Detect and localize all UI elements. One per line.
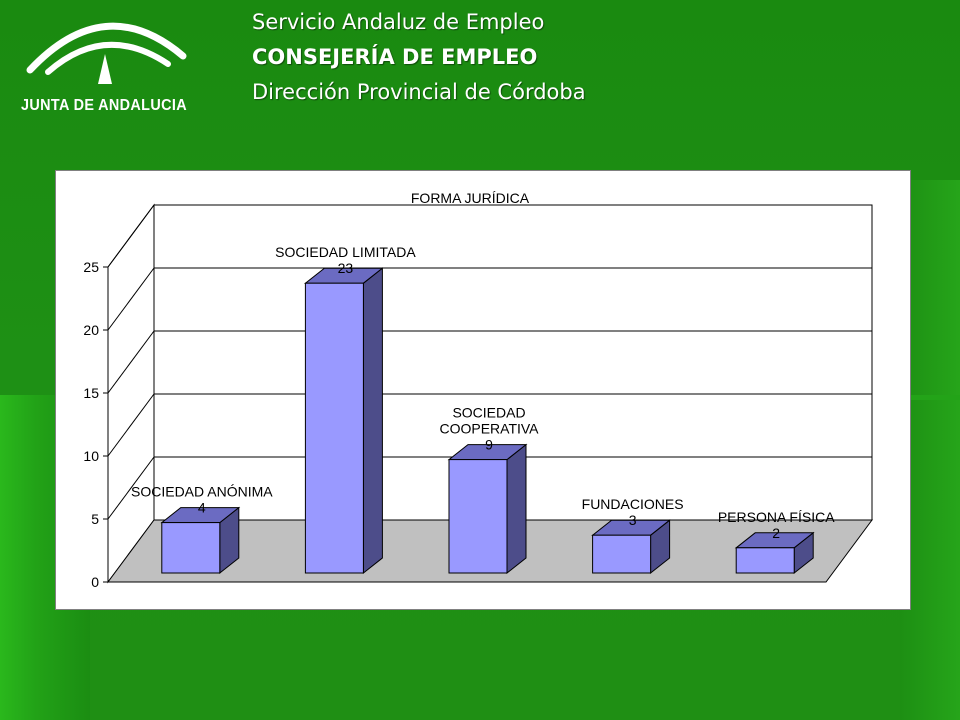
gridline-side bbox=[107, 393, 155, 457]
junta-andalucia-arch-icon bbox=[26, 22, 187, 75]
header-service: Servicio Andaluz de Empleo bbox=[252, 10, 545, 34]
junta-andalucia-logo: JUNTA DE ANDALUCIA bbox=[21, 22, 187, 114]
y-tick-label: 15 bbox=[83, 385, 99, 401]
gridline-side bbox=[107, 204, 155, 268]
bar-chart: 0 5 10 15 20 25 FORMA JURÍDICA SOCIEDAD ANÓNIMA… bbox=[83, 190, 873, 590]
header-directorate: Dirección Provincial de Córdoba bbox=[252, 80, 586, 104]
header-ministry: CONSEJERÍA DE EMPLEO bbox=[252, 45, 538, 69]
y-tick-label: 10 bbox=[83, 448, 99, 464]
data-label-value: 3 bbox=[629, 512, 637, 528]
bar-side bbox=[506, 443, 527, 575]
data-label-category: SOCIEDAD ANÓNIMA bbox=[131, 484, 273, 500]
arch-keystone-icon bbox=[98, 54, 112, 84]
y-tick-label: 20 bbox=[83, 322, 99, 338]
data-label-category: FUNDACIONES bbox=[582, 496, 684, 512]
bar bbox=[161, 522, 221, 574]
bar bbox=[448, 459, 508, 574]
bar bbox=[304, 282, 364, 574]
chart-side-wall bbox=[107, 203, 155, 584]
data-label-value: 2 bbox=[772, 525, 780, 541]
chart-title: FORMA JURÍDICA bbox=[411, 190, 530, 206]
data-label-category: SOCIEDAD bbox=[452, 405, 525, 421]
data-label-category: COOPERATIVA bbox=[439, 421, 539, 437]
gridline-side bbox=[107, 456, 155, 520]
y-tick-label: 0 bbox=[91, 574, 99, 590]
chart-panel: 0 5 10 15 20 25 FORMA JURÍDICA SOCIEDAD ANÓNIMA… bbox=[55, 170, 911, 610]
bar bbox=[735, 547, 795, 574]
gridline-side bbox=[107, 330, 155, 394]
logo-text: JUNTA DE ANDALUCIA bbox=[21, 97, 187, 114]
header: Servicio Andaluz de Empleo CONSEJERÍA DE… bbox=[252, 5, 586, 110]
y-tick-label: 25 bbox=[83, 259, 99, 275]
data-label-value: 9 bbox=[485, 437, 493, 453]
bar-side bbox=[362, 267, 383, 575]
data-label-value: 4 bbox=[198, 500, 206, 516]
data-label-category: SOCIEDAD LIMITADA bbox=[275, 244, 416, 260]
bar bbox=[592, 534, 652, 574]
data-label-category: PERSONA FÍSICA bbox=[718, 509, 835, 525]
y-tick-label: 5 bbox=[91, 511, 99, 527]
data-label-value: 23 bbox=[338, 260, 354, 276]
gridline-side bbox=[107, 267, 155, 331]
